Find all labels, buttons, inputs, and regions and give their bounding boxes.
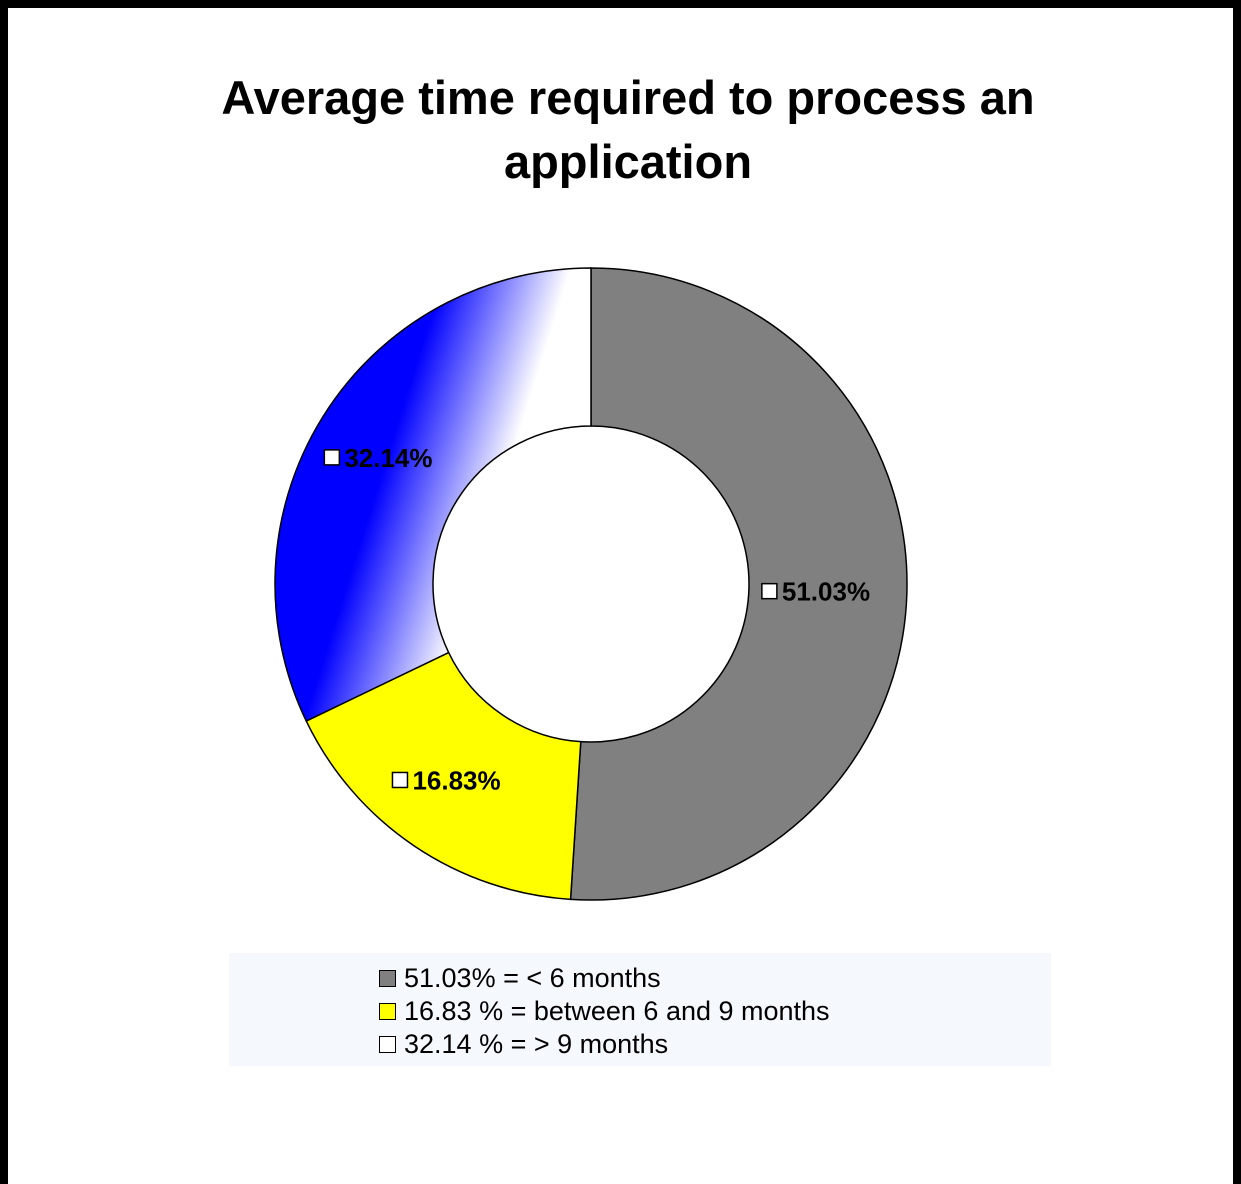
slice-lt6 [569, 267, 908, 901]
legend-swatch-gray [379, 970, 396, 987]
data-label: 51.03% [782, 577, 870, 607]
legend-label: 16.83 % = between 6 and 9 months [404, 996, 830, 1026]
legend-label: 51.03% = < 6 months [404, 963, 661, 993]
data-label: 32.14% [344, 443, 432, 473]
legend-item-lt6: 51.03% = < 6 months [379, 962, 1051, 995]
chart-title: Average time required to process an appl… [221, 71, 1035, 188]
legend-swatch-white [379, 1036, 396, 1053]
chart-legend: 51.03% = < 6 months 16.83 % = between 6 … [229, 953, 1051, 1066]
legend-label: 32.14 % = > 9 months [404, 1029, 669, 1059]
data-label-marker [391, 771, 409, 789]
data-label-marker [761, 582, 778, 600]
slice-6to9 [305, 651, 582, 901]
data-label-marker [323, 449, 341, 466]
data-label: 16.83% [412, 765, 500, 795]
legend-item-gt9: 32.14 % = > 9 months [379, 1028, 1051, 1061]
legend-item-6to9: 16.83 % = between 6 and 9 months [379, 995, 1051, 1028]
slice-gt9 [274, 267, 592, 723]
legend-swatch-yellow [379, 1003, 396, 1020]
